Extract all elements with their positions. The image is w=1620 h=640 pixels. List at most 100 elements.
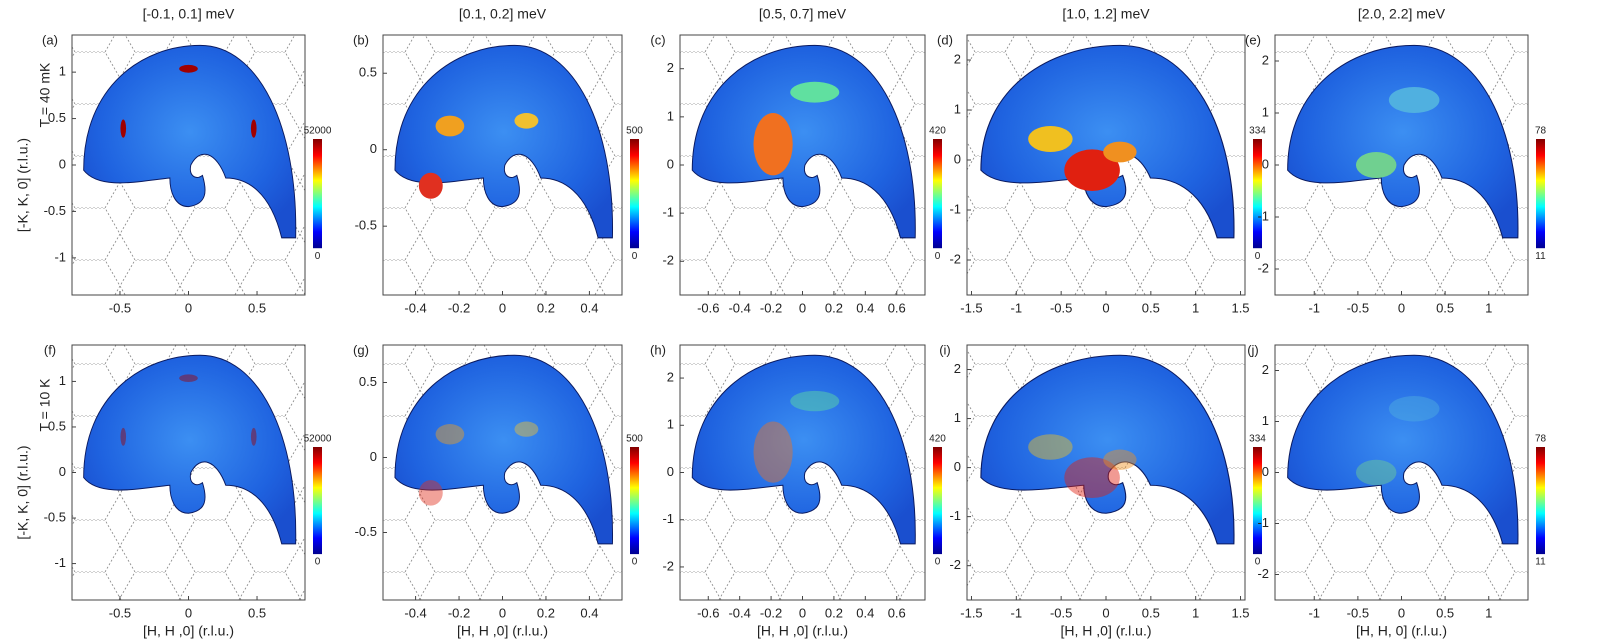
- colorbar-min: 0: [935, 251, 941, 262]
- map-feature: [1103, 450, 1136, 470]
- colorbar: [1253, 139, 1262, 248]
- x-axis-label: [H, H ,0] (r.l.u.): [143, 623, 234, 639]
- y-tick-label: -2: [662, 253, 674, 268]
- x-tick-label: -1.5: [960, 605, 982, 620]
- map-feature: [754, 422, 793, 483]
- colorbar: [1536, 447, 1545, 554]
- y-tick-label: 1: [59, 64, 66, 79]
- panel-title: [2.0, 2.2] meV: [1358, 6, 1446, 22]
- x-tick-label: -1: [1308, 300, 1320, 315]
- y-tick-label: 1: [667, 108, 674, 123]
- y-tick-label: 1: [954, 410, 961, 425]
- y-tick-label: -0.5: [355, 524, 377, 539]
- y-tick-label: 1: [667, 417, 674, 432]
- row-annotation: T = 40 mK: [37, 62, 53, 127]
- y-tick-label: 0: [370, 141, 377, 156]
- x-tick-label: -0.2: [448, 605, 470, 620]
- colorbar-max: 52000: [304, 434, 332, 445]
- y-tick-label: -1: [662, 511, 674, 526]
- panel-title: [1.0, 1.2] meV: [1062, 6, 1150, 22]
- y-tick-label: 1: [954, 101, 961, 116]
- x-tick-label: 0: [1102, 605, 1109, 620]
- map-feature: [120, 120, 126, 138]
- y-tick-label: 0: [667, 156, 674, 171]
- x-tick-label: 0.5: [248, 300, 266, 315]
- colorbar: [1536, 139, 1545, 248]
- y-tick-label: -2: [1257, 260, 1269, 275]
- plot-area: [680, 345, 925, 600]
- y-tick-label: -0.5: [355, 218, 377, 233]
- y-tick-label: -2: [949, 251, 961, 266]
- y-tick-label: -0.5: [44, 509, 66, 524]
- panel: -0.4-0.200.20.4-0.500.55000(g)[H, H ,0] …: [353, 342, 643, 638]
- map-feature: [1103, 142, 1136, 163]
- y-tick-label: -1: [54, 555, 66, 570]
- colorbar-max: 500: [626, 126, 643, 137]
- y-tick-label: 0: [59, 156, 66, 171]
- x-tick-label: 0.4: [856, 300, 874, 315]
- plot-area: [680, 35, 925, 295]
- y-tick-label: -1: [949, 508, 961, 523]
- x-tick-label: -0.2: [760, 300, 782, 315]
- map-feature: [179, 65, 198, 73]
- y-tick-label: -2: [949, 557, 961, 572]
- y-tick-label: -0.5: [44, 203, 66, 218]
- panel-label: (b): [353, 32, 369, 47]
- plot-area: [72, 345, 305, 600]
- y-tick-label: -2: [662, 558, 674, 573]
- x-tick-label: -0.5: [109, 300, 131, 315]
- y-tick-label: 1: [59, 373, 66, 388]
- x-axis-label: [H, H ,0] (r.l.u.): [1060, 623, 1151, 639]
- x-tick-label: -0.4: [404, 605, 426, 620]
- panel-title: [0.1, 0.2] meV: [459, 6, 547, 22]
- x-tick-label: 0.5: [248, 605, 266, 620]
- x-tick-label: 0.2: [825, 300, 843, 315]
- x-tick-label: -0.5: [1347, 605, 1369, 620]
- map-feature: [436, 424, 465, 444]
- y-tick-label: 2: [1262, 52, 1269, 67]
- x-tick-label: -0.4: [404, 300, 426, 315]
- panel-label: (a): [42, 32, 58, 47]
- x-tick-label: 0.4: [580, 300, 598, 315]
- x-tick-label: 0: [1102, 300, 1109, 315]
- map-feature: [251, 428, 257, 446]
- panel-label: (e): [1245, 32, 1261, 47]
- x-tick-label: 0.5: [1436, 300, 1454, 315]
- x-tick-label: -0.6: [697, 605, 719, 620]
- colorbar-max: 78: [1535, 126, 1547, 137]
- x-tick-label: -1: [1011, 300, 1023, 315]
- plot-area: [1275, 345, 1528, 600]
- y-tick-label: 2: [1262, 362, 1269, 377]
- x-tick-label: 0: [799, 300, 806, 315]
- x-tick-label: 0.5: [1142, 300, 1160, 315]
- y-tick-label: 2: [954, 361, 961, 376]
- colorbar-min: 0: [632, 251, 638, 262]
- x-tick-label: 1: [1485, 300, 1492, 315]
- x-tick-label: 0: [1398, 605, 1405, 620]
- colorbar: [1253, 447, 1262, 554]
- map-feature: [1028, 434, 1072, 460]
- panel-label: (c): [650, 32, 665, 47]
- panel: -1-0.500.51-2-10127811(e)[2.0, 2.2] meV: [1245, 6, 1546, 316]
- x-tick-label: 1: [1192, 300, 1199, 315]
- colorbar-min: 0: [315, 557, 321, 568]
- y-tick-label: 1: [1262, 413, 1269, 428]
- x-tick-label: 0.4: [580, 605, 598, 620]
- x-axis-label: [H, H ,0] (r.l.u.): [457, 623, 548, 639]
- y-tick-label: 0: [954, 459, 961, 474]
- x-tick-label: 0: [185, 605, 192, 620]
- y-tick-label: -1: [949, 201, 961, 216]
- map-feature: [514, 422, 538, 437]
- panel-label: (i): [939, 342, 951, 357]
- colorbar: [313, 447, 322, 554]
- plot-area: [967, 35, 1245, 295]
- panel-label: (f): [44, 342, 56, 357]
- x-tick-label: 0.5: [1436, 605, 1454, 620]
- x-tick-label: -0.5: [1050, 605, 1072, 620]
- panel: -1-0.500.51-2-10127811(j)[H, H, 0] (r.l.…: [1247, 342, 1546, 638]
- colorbar-min: 11: [1535, 251, 1546, 262]
- colorbar-max: 52000: [304, 126, 332, 137]
- map-feature: [514, 113, 538, 129]
- y-tick-label: 0: [667, 464, 674, 479]
